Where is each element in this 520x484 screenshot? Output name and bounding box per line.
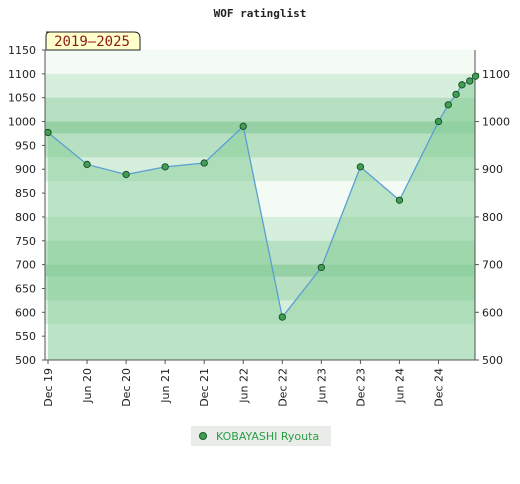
y-axis-left: 500 550 600 650 700 750 800 850 900 950 1000 1050 11… [8,44,45,367]
y-tick-label: 1100 [8,68,36,81]
y-axis-right: 500 600 700 800 900 1000 1100 [475,68,510,367]
data-point [161,163,169,171]
y-tick-label: 650 [15,282,36,295]
data-point [278,313,286,321]
data-point [83,160,91,169]
y-tick-label: 1050 [8,92,36,105]
background-band [45,85,475,99]
background-band [45,73,475,87]
y-tick-label: 1150 [8,44,36,57]
badge-box [45,31,141,51]
x-tick-label: Dec 23 [354,368,367,407]
y-right-tick-label: 1100 [482,68,510,81]
y-tick-label: 600 [15,306,36,319]
x-tick-label: Dec 24 [433,368,446,407]
legend-marker-icon [199,432,207,440]
x-tick-label: Jun 21 [159,368,172,404]
data-point [356,163,365,171]
background-band [45,145,475,158]
data-point [395,196,404,204]
series-markers [44,72,480,321]
y-tick-label: 1000 [8,116,36,129]
x-tick-label: Jun 24 [393,368,406,404]
y-right-tick-label: 800 [482,211,503,224]
series-line [47,75,477,319]
x-tick-label: Dec 19 [42,368,55,407]
y-tick-label: 700 [15,259,36,272]
x-tick-label: Dec 20 [120,368,133,407]
y-tick-label: 550 [15,330,36,343]
x-axis: Dec 19 Jun 20 Dec 20 Jun 21 Dec 21 Jun 22 Dec … [42,360,446,407]
data-point [452,90,460,99]
x-tick-label: Jun 22 [237,368,250,404]
data-point [458,81,466,89]
background-band [45,61,475,75]
data-point [466,77,474,85]
y-right-tick-label: 600 [482,306,503,319]
y-tick-label: 750 [15,235,36,248]
data-point [122,170,130,179]
y-right-tick-label: 900 [482,163,503,176]
y-tick-label: 500 [15,354,36,367]
y-tick-label: 800 [15,211,36,224]
background-band [45,109,475,123]
badge-label: 2019–2025 [54,34,130,50]
legend: KOBAYASHI Ryouta [191,426,331,446]
x-tick-label: Dec 21 [198,368,211,407]
data-point [434,117,443,126]
background-band [45,133,475,146]
y-right-tick-label: 500 [482,354,503,367]
background-band [45,157,475,170]
plot-frame [44,50,476,361]
x-tick-label: Jun 23 [315,368,328,404]
chart-title: WOF ratinglist [214,7,307,20]
period-badge: 2019–2025 [45,31,141,51]
x-tick-label: Jun 20 [81,368,94,404]
legend-label: KOBAYASHI Ryouta [216,429,320,443]
y-right-tick-label: 700 [482,259,503,272]
series-line-path [47,75,477,319]
data-point [200,159,208,167]
y-right-tick-label: 1000 [482,116,510,129]
y-tick-label: 850 [15,187,36,200]
y-tick-label: 950 [15,139,36,152]
data-point [317,263,325,272]
background-band [45,97,475,111]
data-point [444,101,452,109]
background-band [45,121,475,134]
data-point [44,128,52,137]
background-band [45,50,475,63]
x-tick-label: Dec 22 [276,368,289,407]
y-tick-label: 900 [15,163,36,176]
data-point [471,72,480,80]
data-point [239,122,247,130]
